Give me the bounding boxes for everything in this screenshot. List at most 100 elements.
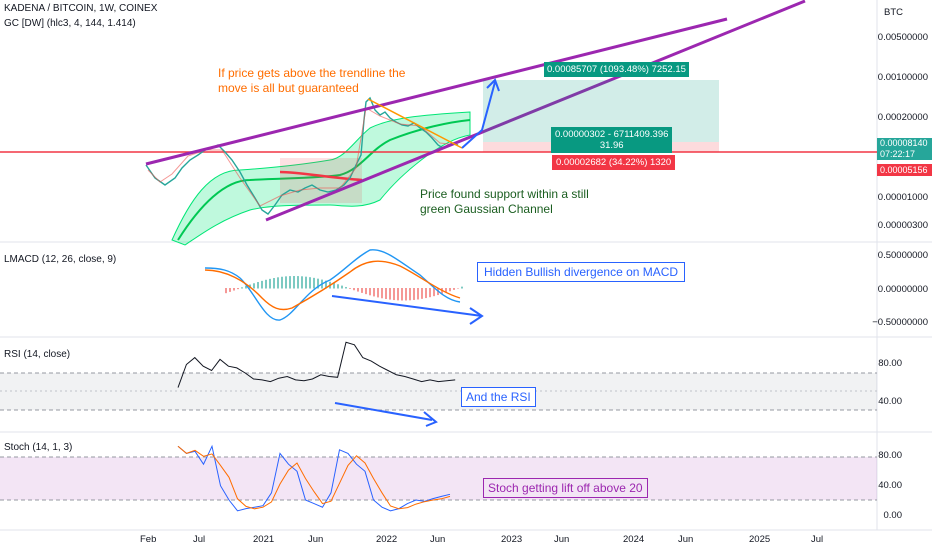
macd-histogram-bar: [229, 288, 231, 292]
rsi-y-40: 40.00: [878, 396, 902, 407]
stoch-k-line: [177, 444, 451, 512]
x-tick-label: Jul: [811, 534, 824, 545]
macd-histogram-bar: [429, 288, 431, 298]
x-tick-label: Jun: [554, 534, 570, 545]
macd-histogram-bar: [253, 283, 255, 289]
macd-histogram-bar: [417, 288, 419, 300]
macd-histogram-bar: [301, 276, 303, 289]
macd-histogram-bar: [457, 288, 459, 289]
macd-histogram-bar: [333, 282, 335, 289]
macd-histogram-bar: [377, 288, 379, 298]
currency-label: BTC: [884, 7, 903, 18]
macd-histogram-bar: [273, 278, 275, 289]
macd-histogram-bar: [433, 288, 435, 297]
macd-histogram-bar: [409, 288, 411, 301]
stoch-annotation: Stoch getting lift off above 20: [483, 478, 648, 498]
stoch-title: Stoch (14, 1, 3): [4, 442, 73, 453]
macd-histogram-bar: [281, 276, 283, 289]
orange-trendline: [367, 98, 463, 149]
macd-histogram-bar: [317, 278, 319, 289]
macd-histogram-bar: [345, 286, 347, 289]
rsi-panel: [0, 341, 877, 427]
macd-histogram-bar: [225, 288, 227, 294]
y-label-5: 0.00000300: [877, 220, 928, 231]
rsi-annotation: And the RSI: [461, 387, 536, 407]
macd-histogram-bar: [341, 285, 343, 289]
stoch-y-0: 0.00: [883, 510, 903, 521]
entry-label: 0.00000302 - 6711409.396 31.96: [551, 127, 673, 153]
x-tick-label: 2023: [501, 534, 523, 545]
stoch-y-80: 80.00: [878, 450, 902, 461]
macd-histogram-bar: [381, 288, 383, 299]
macd-panel: [204, 249, 484, 325]
macd-histogram-bar: [237, 288, 239, 290]
stoch-d-line: [177, 445, 451, 510]
macd-histogram-bar: [369, 288, 371, 296]
x-tick-label: Jun: [430, 534, 446, 545]
rsi-line: [177, 341, 456, 388]
trendline-note-line1: If price gets above the trendline the: [218, 66, 406, 80]
macd-histogram-bar: [365, 288, 367, 295]
macd-histogram-bar: [413, 288, 415, 300]
macd-y-2: 0.00000000: [877, 284, 928, 295]
macd-histogram-bar: [233, 288, 235, 291]
macd-histogram-bar: [405, 288, 407, 301]
macd-histogram-bar: [385, 288, 387, 300]
entry-label-line1: 0.00000302 - 6711409.396: [555, 129, 669, 140]
y-label-2: 0.00100000: [877, 72, 928, 83]
lower-trendline: [265, 0, 806, 222]
macd-histogram-bar: [305, 276, 307, 289]
x-tick-label: Jun: [678, 534, 694, 545]
macd-histogram-bar: [361, 288, 363, 293]
macd-histogram-bar: [445, 288, 447, 293]
macd-histogram-bar: [441, 288, 443, 294]
trendline-annotation: If price gets above the trendline the mo…: [218, 66, 405, 96]
last-price: 0.00008140: [880, 138, 928, 148]
macd-histogram-bar: [241, 287, 243, 289]
x-axis: Feb Jul 2021 Jun 2022 Jun 2023 Jun 2024 Jun 2025 Ju…: [0, 532, 877, 550]
entry-label-line2: 31.96: [599, 140, 624, 151]
stop-label: 0.00002682 (34.22%) 1320: [552, 155, 676, 170]
macd-histogram-bar: [453, 288, 455, 290]
macd-histogram-bar: [269, 278, 271, 289]
y-label-4: 0.00001000: [877, 192, 928, 203]
macd-histogram-bar: [245, 285, 247, 289]
macd-histogram-bar: [289, 276, 291, 289]
x-tick-label: Feb: [140, 534, 157, 545]
x-tick-label: Jun: [308, 534, 324, 545]
y-label-1: 0.00500000: [877, 32, 928, 43]
macd-histogram-bar: [277, 277, 279, 289]
macd-y-3: −0.50000000: [872, 317, 928, 328]
macd-histogram-bar: [257, 282, 259, 289]
macd-histogram-bar: [353, 288, 355, 291]
macd-histogram-bar: [389, 288, 391, 300]
gaussian-indicator-title: GC [DW] (hlc3, 4, 144, 1.414): [4, 18, 136, 29]
last-price-badge: 0.00008140 07:22:17: [877, 138, 932, 160]
target-label: 0.00085707 (1093.48%) 7252.15: [544, 62, 689, 77]
macd-histogram-bar: [357, 288, 359, 292]
macd-histogram-bar: [449, 288, 451, 292]
main-panel: [0, 0, 877, 246]
bar-countdown: 07:22:17: [880, 149, 916, 159]
rsi-y-80: 80.00: [878, 358, 902, 369]
support-note-line1: Price found support within a still: [420, 187, 589, 201]
stoch-panel: [0, 444, 877, 512]
macd-histogram-bar: [293, 276, 295, 289]
macd-histogram-bar: [261, 280, 263, 289]
macd-histogram-bar: [297, 276, 299, 289]
chart-title: KADENA / BITCOIN, 1W, COINEX: [4, 3, 158, 14]
gaussian-channel: [171, 111, 471, 246]
macd-y-1: 0.50000000: [877, 250, 928, 261]
rsi-title: RSI (14, close): [4, 349, 71, 360]
x-tick-label: Jul: [193, 534, 206, 545]
x-tick-label: 2025: [749, 534, 771, 545]
x-tick-label: 2021: [253, 534, 275, 545]
macd-histogram-bar: [337, 284, 339, 289]
macd-histogram-bar: [421, 288, 423, 299]
macd-histogram-bar: [285, 276, 287, 289]
macd-histogram-bar: [265, 279, 267, 289]
y-label-3: 0.00020000: [877, 112, 928, 123]
support-note-line2: green Gaussian Channel: [420, 202, 553, 216]
macd-title: LMACD (12, 26, close, 9): [4, 254, 117, 265]
